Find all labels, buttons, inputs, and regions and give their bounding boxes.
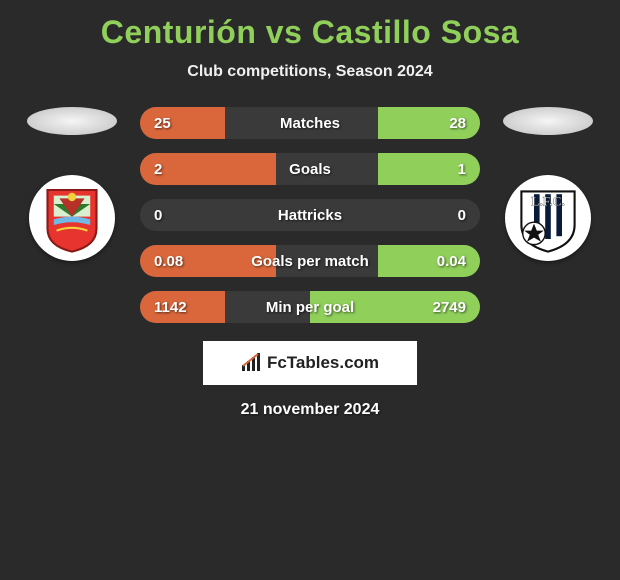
stat-row: 21Goals — [140, 153, 480, 185]
right-side: L.F.C. — [498, 107, 598, 261]
stat-row: 2528Matches — [140, 107, 480, 139]
rampla-shield-icon — [37, 183, 107, 253]
fctables-logo[interactable]: FcTables.com — [203, 341, 417, 385]
stat-row: 11422749Min per goal — [140, 291, 480, 323]
stat-row: 00Hattricks — [140, 199, 480, 231]
stat-label: Hattricks — [140, 207, 480, 224]
svg-text:L.F.C.: L.F.C. — [531, 194, 564, 208]
player-silhouette-right — [503, 107, 593, 135]
stat-label: Goals per match — [140, 253, 480, 270]
subtitle: Club competitions, Season 2024 — [187, 63, 432, 81]
stats-column: 2528Matches 21Goals 00Hattricks 0.080.04Goa… — [140, 107, 480, 323]
liverpool-montevideo-shield-icon: L.F.C. — [513, 183, 583, 253]
team-badge-left[interactable] — [29, 175, 115, 261]
comparison-card: Centurión vs Castillo Sosa Club competit… — [0, 0, 620, 429]
content-row: 2528Matches 21Goals 00Hattricks 0.080.04Goa… — [0, 107, 620, 323]
stat-label: Goals — [140, 161, 480, 178]
player-silhouette-left — [27, 107, 117, 135]
team-badge-right[interactable]: L.F.C. — [505, 175, 591, 261]
left-side — [22, 107, 122, 261]
comparison-date: 21 november 2024 — [241, 401, 380, 419]
bar-chart-icon — [241, 353, 263, 373]
stat-label: Min per goal — [140, 299, 480, 316]
stat-row: 0.080.04Goals per match — [140, 245, 480, 277]
page-title: Centurión vs Castillo Sosa — [101, 14, 519, 51]
logo-text: FcTables.com — [267, 353, 379, 373]
stat-label: Matches — [140, 115, 480, 132]
